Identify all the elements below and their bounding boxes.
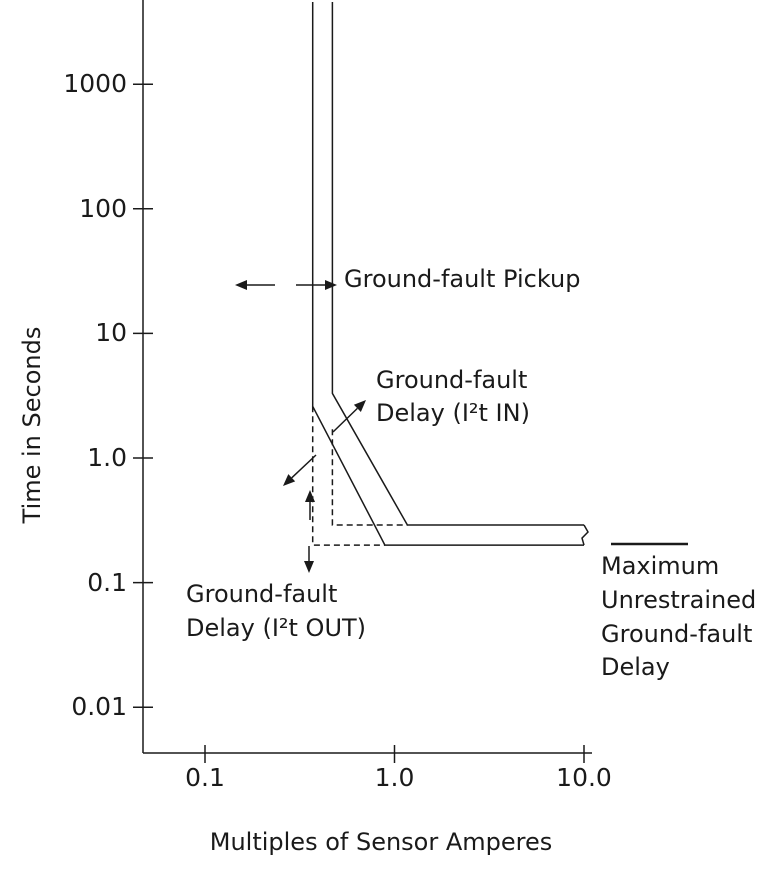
- x-tick-label: 0.1: [185, 763, 225, 792]
- delay-out-dashed-down-arrow: [304, 546, 314, 573]
- arrows-group: [235, 280, 366, 573]
- pickup-left-arrow: [235, 280, 275, 290]
- delay-in-up-arrow: [332, 400, 366, 433]
- x-tick-label: 1.0: [374, 763, 415, 792]
- delay-in-dashed-up-arrow: [305, 490, 315, 520]
- series-delay-in-dashed: [331, 429, 408, 526]
- series-right-bound: [331, 2, 584, 526]
- y-tick-label: 100: [79, 193, 127, 223]
- band-break-symbol: [581, 524, 589, 546]
- max-delay-annotation-line1: Maximum: [601, 552, 720, 580]
- delay-out-annotation-line1: Ground-fault: [186, 580, 338, 608]
- y-tick-label: 10: [95, 318, 127, 348]
- y-tick-label: 1.0: [87, 443, 127, 472]
- y-tick-label: 1000: [63, 69, 127, 99]
- delay-in-annotation-line1: Ground-fault: [376, 366, 528, 394]
- series-left-bound: [311, 2, 584, 546]
- y-axis-label: Time in Seconds: [18, 326, 46, 524]
- y-tick-label: 0.1: [87, 567, 127, 597]
- x-tick-label: 10.0: [556, 763, 612, 792]
- pickup-annotation: Ground-fault Pickup: [344, 265, 581, 293]
- x-axis-label: Multiples of Sensor Amperes: [209, 828, 553, 856]
- y-tick-label: 0.01: [71, 692, 127, 722]
- delay-out-annotation-line2: Delay (I²t OUT): [186, 614, 367, 642]
- max-delay-annotation-line2: Unrestrained: [601, 586, 757, 614]
- series-group: [311, 2, 688, 546]
- max-delay-annotation-line3: Ground-fault: [601, 620, 753, 648]
- delay-in-annotation-line2: Delay (I²t IN): [376, 399, 530, 427]
- pickup-right-arrow: [296, 280, 337, 290]
- delay-out-down-arrow: [283, 454, 317, 486]
- axes: [133, 0, 592, 763]
- max-delay-annotation-line4: Delay: [601, 653, 670, 681]
